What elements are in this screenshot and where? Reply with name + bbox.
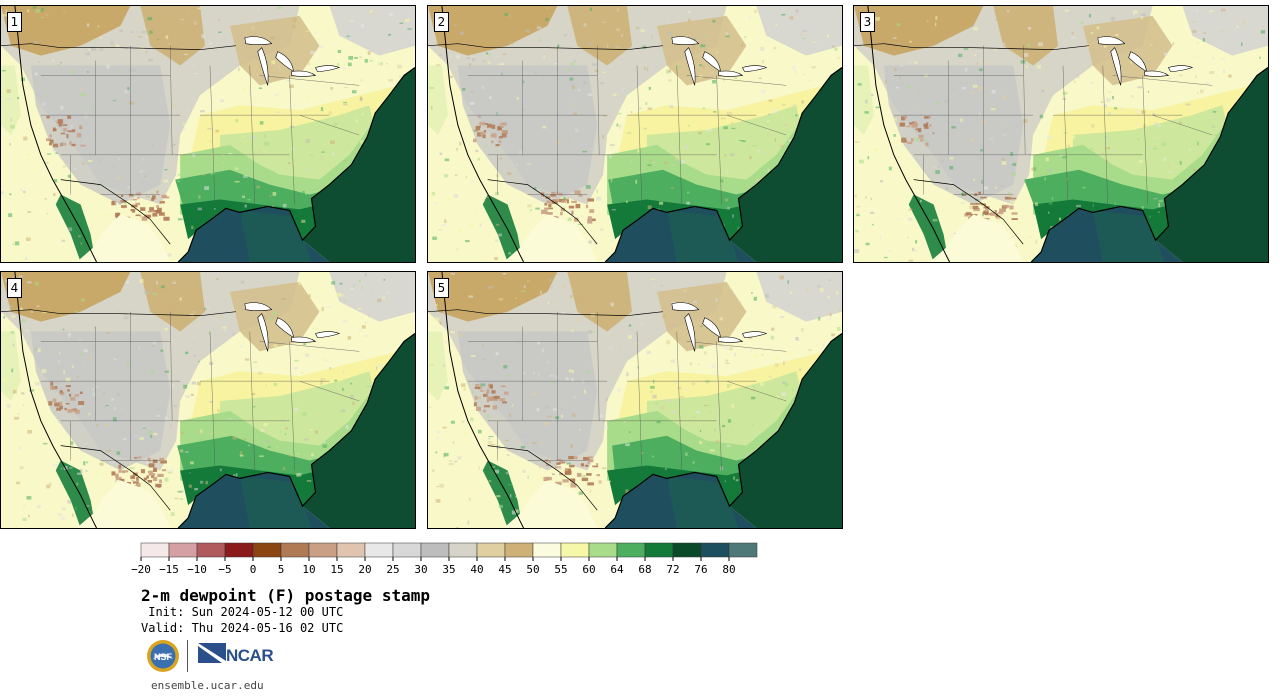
init-time: Init: Sun 2024-05-12 00 UTC — [141, 605, 344, 619]
colorbar-tick-label: −20 — [131, 563, 151, 576]
colorbar-swatch — [280, 542, 310, 558]
colorbar-tick-label: 30 — [414, 563, 427, 576]
colorbar-swatch — [616, 542, 646, 558]
ensemble-member-map-3: 3 — [853, 5, 1269, 263]
colorbar-swatch — [364, 542, 394, 558]
colorbar-swatch — [140, 542, 170, 558]
colorbar-swatch — [700, 542, 730, 558]
dewpoint-map — [428, 6, 842, 262]
colorbar-swatch — [448, 542, 478, 558]
valid-time: Valid: Thu 2024-05-16 02 UTC — [141, 621, 344, 635]
colorbar-tick-label: 72 — [666, 563, 679, 576]
logo-group: NSF NCAR — [144, 638, 274, 676]
member-number-label: 3 — [860, 12, 875, 32]
colorbar-svg: −20 −15 −10 −5 0 5 10 15 20 25 30 35 40 45 50 55 60 64 68 7… — [131, 542, 758, 576]
colorbar-swatch — [308, 542, 338, 558]
member-number-label: 1 — [7, 12, 22, 32]
colorbar-swatch — [560, 542, 590, 558]
colorbar-tick-label: 25 — [386, 563, 399, 576]
ensemble-member-map-5: 5 — [427, 271, 843, 529]
colorbar-swatch — [168, 542, 198, 558]
colorbar-tick-label: 40 — [470, 563, 483, 576]
colorbar-swatch — [336, 542, 366, 558]
dewpoint-map — [854, 6, 1268, 262]
colorbar-tick-label: 0 — [250, 563, 257, 576]
colorbar-tick-label: 80 — [722, 563, 735, 576]
ncar-logo-text: NCAR — [226, 646, 274, 665]
colorbar-tick-label: 64 — [610, 563, 624, 576]
colorbar-swatch — [588, 542, 618, 558]
nsf-logo-icon: NSF — [147, 640, 179, 672]
colorbar-tick-label: 5 — [278, 563, 285, 576]
dewpoint-colorbar: −20 −15 −10 −5 0 5 10 15 20 25 30 35 40 45 50 55 60 64 68 7… — [131, 542, 761, 579]
colorbar-swatch — [224, 542, 254, 558]
plot-title: 2-m dewpoint (F) postage stamp — [141, 586, 430, 605]
website-url: ensemble.ucar.edu — [151, 679, 264, 692]
dewpoint-map — [428, 272, 842, 528]
colorbar-tick-label: −15 — [159, 563, 179, 576]
colorbar-swatch — [728, 542, 758, 558]
ncar-mark-icon — [198, 643, 226, 663]
colorbar-swatch — [532, 542, 562, 558]
logo-divider — [187, 640, 188, 672]
colorbar-tick-label: 55 — [554, 563, 567, 576]
colorbar-tick-label: 68 — [638, 563, 651, 576]
colorbar-tick-label: 15 — [330, 563, 343, 576]
colorbar-tick-label: 60 — [582, 563, 595, 576]
colorbar-swatch — [476, 542, 506, 558]
colorbar-tick-label: 10 — [302, 563, 315, 576]
colorbar-swatch — [420, 542, 450, 558]
dewpoint-map — [1, 272, 415, 528]
colorbar-tick-label: 45 — [498, 563, 511, 576]
ensemble-member-map-1: 1 — [0, 5, 416, 263]
colorbar-tick-label: −5 — [218, 563, 231, 576]
colorbar-tick-label: 50 — [526, 563, 539, 576]
colorbar-tick-label: 20 — [358, 563, 371, 576]
colorbar-tick-label: 35 — [442, 563, 455, 576]
member-number-label: 5 — [434, 278, 449, 298]
member-number-label: 2 — [434, 12, 449, 32]
nsf-logo-text: NSF — [154, 652, 173, 662]
ensemble-member-map-2: 2 — [427, 5, 843, 263]
colorbar-swatch — [392, 542, 422, 558]
member-number-label: 4 — [7, 278, 22, 298]
colorbar-tick-label: −10 — [187, 563, 207, 576]
colorbar-swatch — [672, 542, 702, 558]
dewpoint-map — [1, 6, 415, 262]
colorbar-swatch — [644, 542, 674, 558]
colorbar-swatch — [196, 542, 226, 558]
colorbar-swatch — [504, 542, 534, 558]
ensemble-member-map-4: 4 — [0, 271, 416, 529]
colorbar-swatch — [252, 542, 282, 558]
colorbar-tick-label: 76 — [694, 563, 707, 576]
